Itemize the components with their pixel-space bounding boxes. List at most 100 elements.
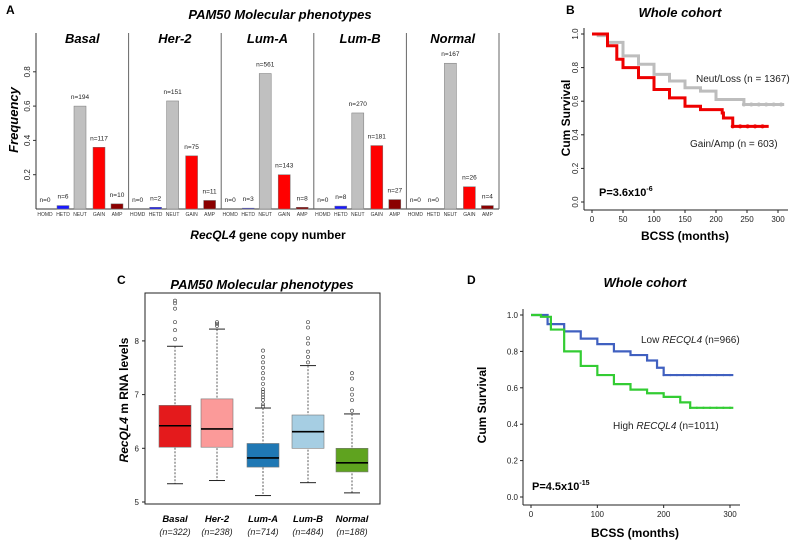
censor-mark	[745, 124, 750, 129]
outlier-point	[173, 306, 177, 311]
bar	[92, 147, 106, 210]
panel-a-title: PAM50 Molecular phenotypes	[188, 7, 371, 22]
bar-count-label: n=11	[203, 188, 218, 195]
outlier-point	[173, 298, 177, 303]
y-tick-label: 0.2	[23, 169, 32, 181]
panel-a-bar-chart: PAM50 Molecular phenotypes Frequency Rec…	[6, 7, 500, 242]
box	[200, 398, 234, 448]
x-tick-label: 300	[723, 510, 737, 519]
censor-mark	[771, 102, 776, 107]
category-label: Lum-A	[248, 514, 278, 525]
censor-mark	[708, 406, 712, 410]
bar	[56, 205, 70, 210]
bar	[351, 112, 365, 210]
bar	[166, 100, 179, 210]
outlier-point	[261, 376, 265, 381]
category-label: Normal	[336, 514, 369, 525]
bar-count-label: n=10	[110, 192, 125, 199]
bar-count-label: n=4	[482, 194, 493, 201]
category-count: (n=322)	[159, 527, 190, 537]
censor-mark	[708, 373, 712, 377]
category-count: (n=714)	[247, 527, 278, 537]
bar-count-label: n=0	[428, 197, 439, 204]
group-title: Lum-A	[247, 31, 288, 46]
bar	[444, 62, 457, 210]
panel-label-c: C	[117, 273, 126, 287]
outlier-point	[306, 360, 310, 365]
censor-mark	[689, 373, 692, 377]
y-tick-label: 1.0	[507, 311, 519, 320]
outlier-point	[261, 390, 265, 394]
bar-count-label: n=6	[57, 194, 68, 201]
bar-count-label: n=2	[150, 195, 161, 202]
bar-count-label: n=117	[90, 135, 108, 142]
bar-count-label: n=75	[184, 144, 199, 151]
outlier-point	[261, 387, 265, 392]
outlier-point	[215, 323, 219, 328]
outlier-point	[261, 371, 265, 376]
x-tick-label: 150	[678, 215, 692, 224]
category-label: HETD	[56, 212, 70, 218]
bar-count-label: n=561	[256, 62, 275, 69]
panel-d-survival-chart: Whole cohort Cum Survival BCSS (months) …	[475, 275, 740, 540]
category-label: HETD	[241, 212, 255, 218]
panel-d-pvalue: P=4.5x10-15	[532, 480, 590, 493]
y-tick-label: 0.8	[571, 61, 580, 73]
group-title: Her-2	[158, 31, 192, 46]
survival-curve-1	[531, 313, 734, 409]
y-tick-label: 1.0	[571, 28, 580, 40]
bar-count-label: n=151	[163, 89, 182, 96]
outlier-point	[173, 337, 177, 342]
bar-count-label: n=143	[275, 163, 294, 170]
panel-d-xlabel: BCSS (months)	[591, 526, 679, 540]
category-label: HETD	[149, 212, 163, 218]
category-count: (n=188)	[336, 527, 367, 537]
category-label: NEUT	[444, 212, 458, 218]
category-count: (n=484)	[292, 527, 323, 537]
bar	[149, 207, 162, 210]
category-label: AMP	[204, 212, 216, 218]
category-label: AMP	[482, 212, 494, 218]
y-tick-label: 0.8	[23, 66, 32, 78]
outlier-point	[173, 301, 177, 306]
x-tick-label: 0	[529, 510, 534, 519]
censor-mark	[741, 102, 746, 107]
y-tick-label: 0.8	[507, 347, 519, 356]
bar-count-label: n=0	[317, 197, 328, 204]
bar-count-label: n=0	[132, 197, 143, 204]
bar	[110, 203, 124, 210]
panel-label-b: B	[566, 3, 575, 17]
category-label: AMP	[112, 212, 124, 218]
plot-frame	[144, 292, 381, 505]
censor-mark	[779, 102, 784, 107]
censor-mark	[722, 406, 725, 410]
y-tick-label: 7	[135, 391, 140, 400]
y-tick-label: 0.2	[571, 162, 580, 174]
outlier-point	[261, 360, 265, 365]
category-label: HOMD	[408, 212, 424, 218]
outlier-point	[261, 348, 265, 353]
x-tick-label: 300	[771, 215, 785, 224]
bar-count-label: n=8	[297, 195, 308, 202]
outlier-point	[261, 398, 265, 402]
censor-mark	[728, 373, 732, 377]
bar	[388, 199, 402, 210]
y-tick-label: 6	[135, 444, 140, 453]
outlier-point	[261, 404, 265, 409]
bar	[258, 73, 272, 210]
panel-b-ylabel: Cum Survival	[559, 80, 573, 157]
censor-mark	[738, 124, 743, 129]
censor-mark	[730, 124, 735, 129]
panel-label-a: A	[6, 3, 15, 17]
censor-mark	[695, 406, 699, 410]
censor-mark	[715, 406, 718, 410]
outlier-point	[350, 408, 354, 413]
panel-a-ylabel: Frequency	[6, 86, 21, 153]
y-tick-label: 0.4	[23, 134, 32, 146]
panel-b-survival-chart: Whole cohort Cum Survival BCSS (months) …	[559, 5, 790, 243]
y-tick-label: 0.4	[507, 420, 519, 429]
category-label: HETD	[334, 212, 348, 218]
bar-count-label: n=0	[410, 197, 421, 204]
bar	[185, 155, 198, 210]
censor-mark	[695, 373, 699, 377]
